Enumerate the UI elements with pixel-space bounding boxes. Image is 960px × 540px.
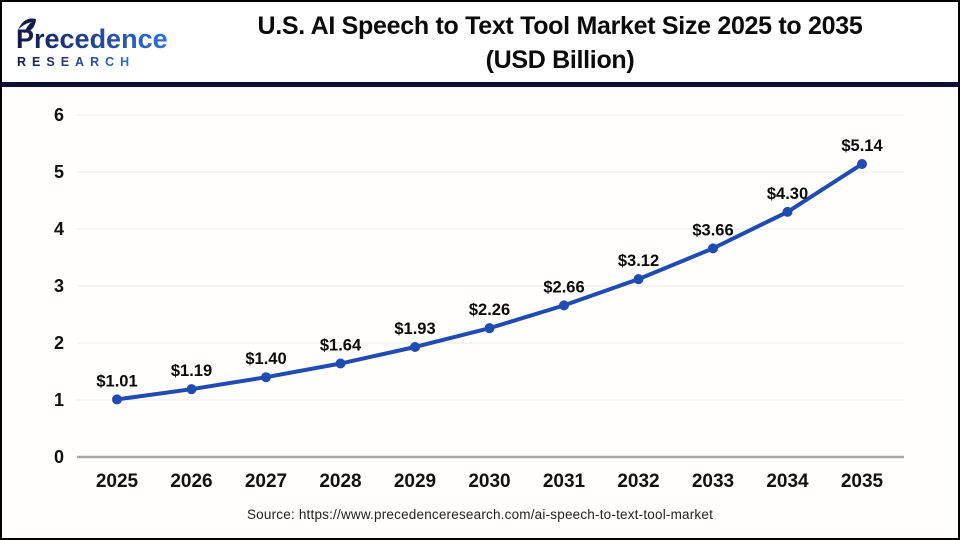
data-point-2033 xyxy=(708,243,718,254)
y-tick-label: 4 xyxy=(54,219,64,239)
y-tick-label: 0 xyxy=(54,447,64,467)
source-text: Source: https://www.precedenceresearch.c… xyxy=(246,507,714,522)
data-label-2034: $4.30 xyxy=(767,185,808,203)
data-label-2033: $3.66 xyxy=(692,221,733,239)
data-label-2030: $2.26 xyxy=(469,301,510,319)
y-tick-label: 1 xyxy=(54,390,64,410)
leaf-icon xyxy=(18,18,36,33)
y-tick-label: 2 xyxy=(54,333,64,353)
data-label-2027: $1.40 xyxy=(245,350,286,368)
y-tick-label: 3 xyxy=(54,276,64,296)
x-tick-label-2035: 2035 xyxy=(841,471,884,492)
x-tick-label-2032: 2032 xyxy=(617,471,659,492)
data-label-2031: $2.66 xyxy=(543,278,584,296)
data-point-2034 xyxy=(782,206,793,217)
x-tick-label-2028: 2028 xyxy=(319,471,361,492)
x-tick-label-2030: 2030 xyxy=(468,471,510,492)
data-point-2028 xyxy=(335,358,346,369)
y-tick-label: 5 xyxy=(54,162,64,182)
data-point-2031 xyxy=(559,300,569,311)
logo-brand-text: Precedence xyxy=(16,24,168,54)
data-label-2025: $1.01 xyxy=(96,372,137,390)
x-tick-label-2034: 2034 xyxy=(766,471,809,492)
data-point-2027 xyxy=(261,372,271,383)
header-divider xyxy=(2,82,958,87)
data-point-2026 xyxy=(186,384,197,395)
data-label-2028: $1.64 xyxy=(320,337,362,355)
x-tick-label-2029: 2029 xyxy=(394,471,436,492)
data-label-2026: $1.19 xyxy=(171,362,212,380)
x-tick-label-2027: 2027 xyxy=(245,471,287,492)
x-tick-label-2025: 2025 xyxy=(96,471,139,492)
x-tick-label-2031: 2031 xyxy=(543,471,586,492)
data-label-2035: $5.14 xyxy=(841,137,883,155)
precedence-research-logo: Precedence RESEARCH xyxy=(16,18,168,69)
x-tick-label-2033: 2033 xyxy=(692,471,734,492)
header: Precedence RESEARCH U.S. AI Speech to Te… xyxy=(2,2,958,82)
chart-title-line2: (USD Billion) xyxy=(485,46,635,74)
series-line xyxy=(115,162,864,402)
chart-title: U.S. AI Speech to Text Tool Market Size … xyxy=(167,9,953,77)
data-point-2030 xyxy=(484,323,495,334)
y-tick-label: 6 xyxy=(54,105,64,125)
data-point-2025 xyxy=(112,394,122,405)
logo-sub-text: RESEARCH xyxy=(17,55,135,69)
chart-title-line1: U.S. AI Speech to Text Tool Market Size … xyxy=(257,12,863,40)
data-point-2032 xyxy=(633,274,644,285)
data-label-2032: $3.12 xyxy=(618,252,659,270)
data-point-2029 xyxy=(410,341,420,352)
data-label-2029: $1.93 xyxy=(394,320,435,338)
x-tick-label-2026: 2026 xyxy=(170,471,212,492)
data-point-2035 xyxy=(857,159,867,170)
